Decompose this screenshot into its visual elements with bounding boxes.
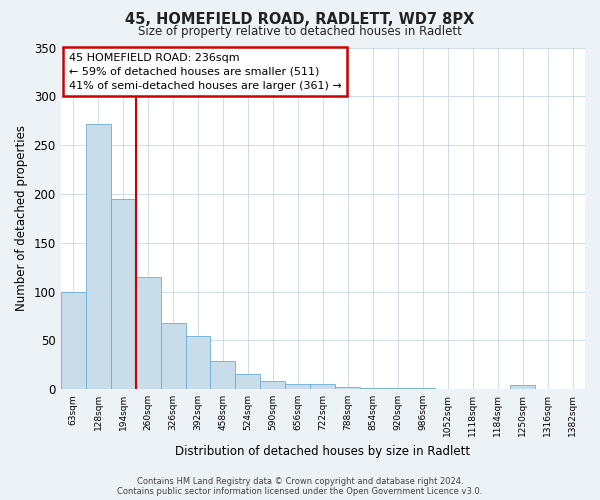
Bar: [310, 384, 335, 389]
Bar: [235, 374, 260, 389]
Bar: [110, 199, 136, 389]
Text: 45, HOMEFIELD ROAD, RADLETT, WD7 8PX: 45, HOMEFIELD ROAD, RADLETT, WD7 8PX: [125, 12, 475, 26]
Bar: [385, 388, 410, 389]
Bar: [211, 361, 235, 389]
Bar: [410, 388, 435, 389]
Text: Size of property relative to detached houses in Radlett: Size of property relative to detached ho…: [138, 25, 462, 38]
Bar: [286, 384, 310, 389]
Bar: [260, 382, 286, 389]
Text: 45 HOMEFIELD ROAD: 236sqm
← 59% of detached houses are smaller (511)
41% of semi: 45 HOMEFIELD ROAD: 236sqm ← 59% of detac…: [68, 52, 341, 90]
Bar: [61, 292, 86, 389]
Bar: [86, 124, 110, 389]
X-axis label: Distribution of detached houses by size in Radlett: Distribution of detached houses by size …: [175, 444, 470, 458]
Bar: [185, 336, 211, 389]
Text: Contains HM Land Registry data © Crown copyright and database right 2024.
Contai: Contains HM Land Registry data © Crown c…: [118, 476, 482, 496]
Bar: [136, 277, 161, 389]
Y-axis label: Number of detached properties: Number of detached properties: [15, 126, 28, 312]
Bar: [161, 323, 185, 389]
Bar: [510, 386, 535, 389]
Bar: [335, 387, 360, 389]
Bar: [360, 388, 385, 389]
